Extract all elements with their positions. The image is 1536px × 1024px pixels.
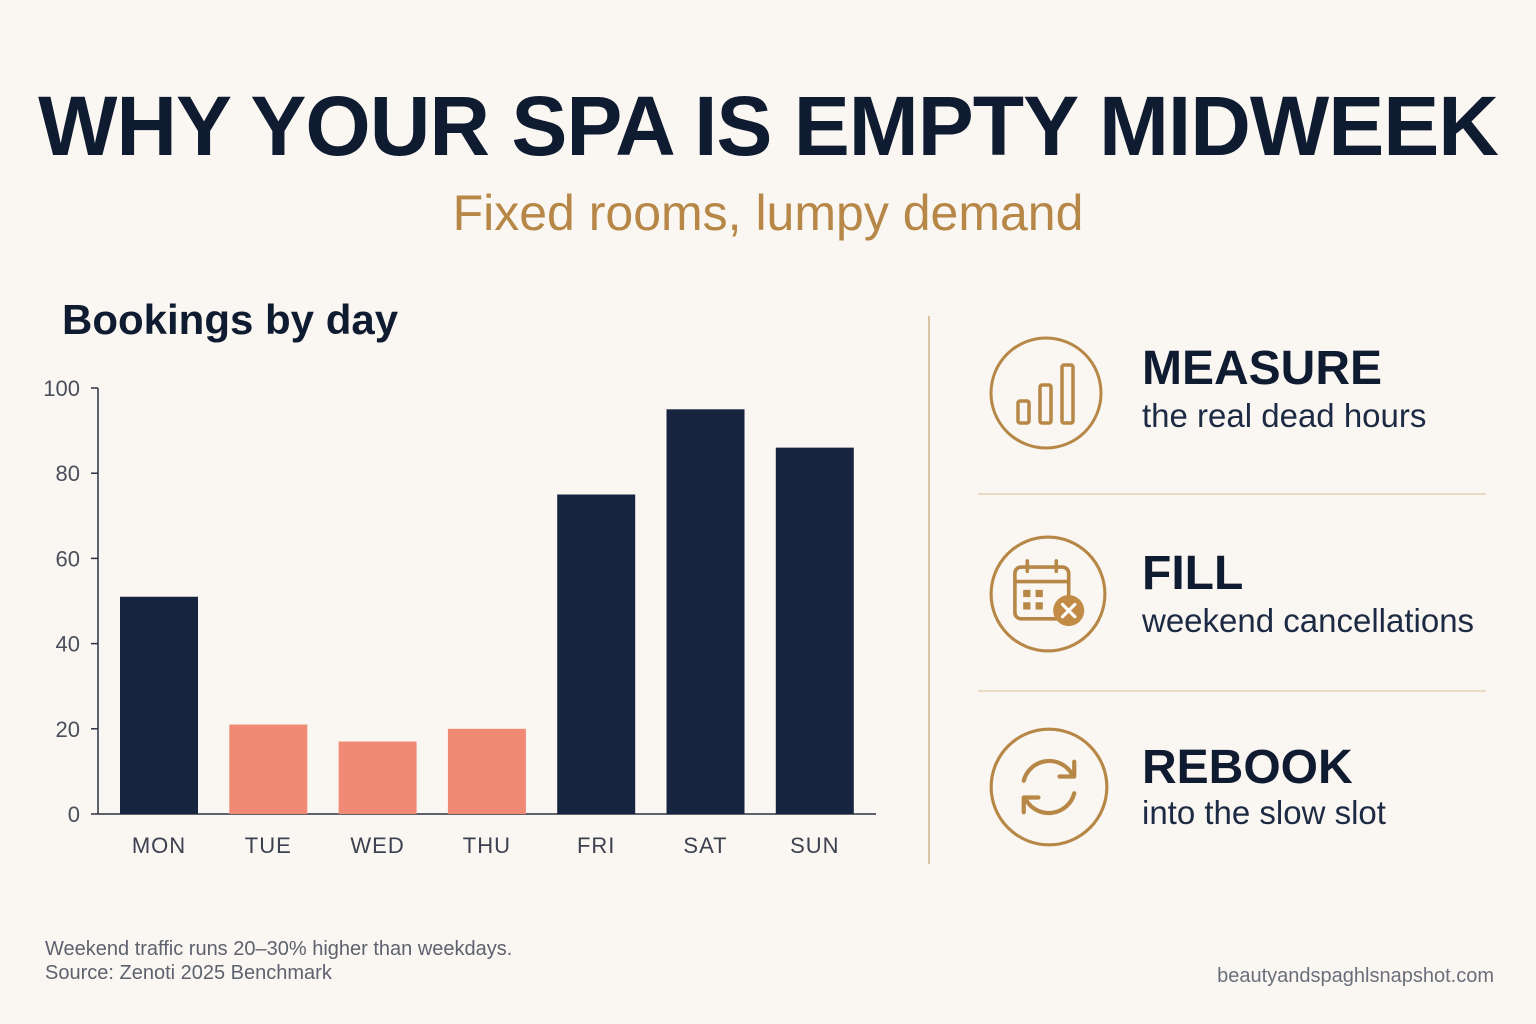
y-tick-label: 80 [56, 461, 80, 486]
chart-title: Bookings by day [62, 296, 399, 343]
tip-fill: FILL weekend cancellations [980, 534, 1500, 664]
bar-mon [120, 596, 198, 814]
x-tick-label: WED [350, 833, 404, 858]
x-tick-label: SUN [790, 833, 839, 858]
x-tick-label: THU [463, 833, 511, 858]
footnote: Weekend traffic runs 20–30% higher than … [45, 938, 513, 960]
tip-text: weekend cancellations [1142, 602, 1475, 639]
x-tick-label: TUE [245, 833, 292, 858]
refresh-cycle-icon [988, 726, 1109, 847]
x-tick-label: FRI [577, 833, 615, 858]
y-tick-label: 40 [56, 632, 80, 657]
bar-tue [229, 724, 308, 814]
tip-measure: MEASURE the real dead hours [980, 335, 1500, 465]
tip-separator [978, 690, 1486, 692]
tip-rebook: REBOOK into the slow slot [980, 726, 1500, 856]
section-divider [928, 316, 930, 864]
bar-thu [447, 728, 526, 814]
site-url: beautyandspaghlsnapshot.com [1217, 965, 1494, 987]
tip-heading: REBOOK [1142, 741, 1353, 794]
x-tick-label: MON [132, 833, 186, 858]
tip-separator [978, 493, 1486, 495]
bar-fri [557, 494, 636, 814]
tip-heading: MEASURE [1142, 342, 1383, 395]
y-tick-label: 0 [68, 802, 80, 827]
source-note: Source: Zenoti 2025 Benchmark [45, 962, 332, 984]
bar-wed [338, 741, 417, 814]
y-tick-label: 100 [43, 376, 80, 401]
x-tick-label: SAT [683, 833, 727, 858]
y-tick-label: 60 [56, 546, 80, 571]
page-title: WHY YOUR SPA IS EMPTY MIDWEEK [38, 79, 1499, 173]
bar-sat [666, 409, 745, 814]
bookings-bar-chart: 0 20 40 60 80 100 MON TUE WED THU FRI SAT SUN [43, 376, 876, 858]
y-tick-label: 20 [56, 717, 80, 742]
bar-sun [775, 447, 854, 814]
tip-text: into the slow slot [1142, 794, 1386, 831]
calendar-cancel-icon [988, 534, 1107, 653]
page-subtitle: Fixed rooms, lumpy demand [452, 185, 1084, 241]
tip-text: the real dead hours [1142, 397, 1427, 434]
bar-chart-icon [988, 335, 1104, 451]
tip-heading: FILL [1142, 547, 1244, 600]
